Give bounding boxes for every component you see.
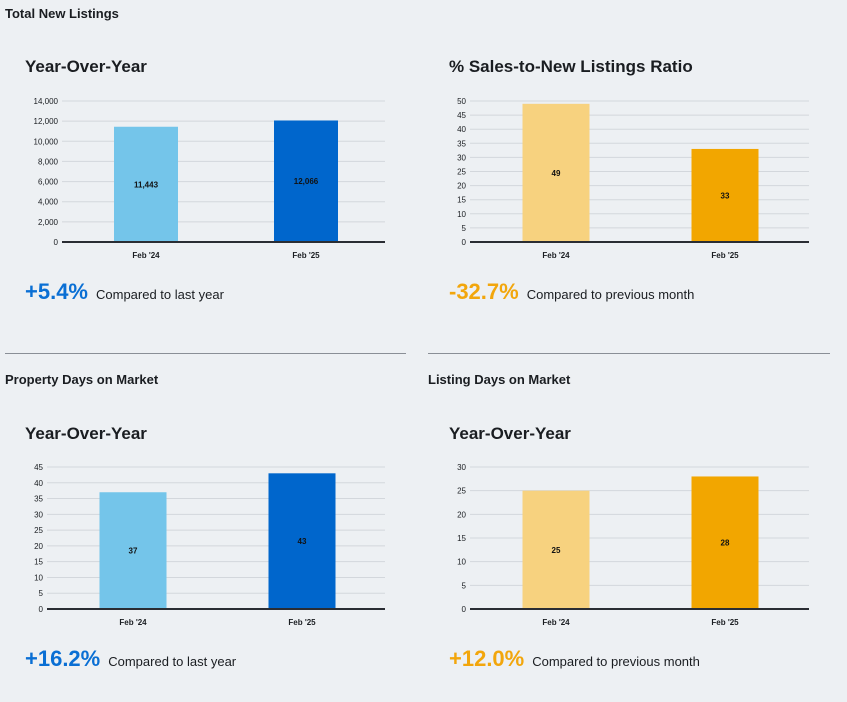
bar-value-label: 25	[552, 546, 561, 555]
x-tick-label: Feb '25	[711, 251, 739, 260]
y-tick-label: 35	[457, 139, 466, 148]
divider	[428, 353, 830, 354]
y-tick-label: 4,000	[38, 198, 59, 207]
y-tick-label: 30	[457, 153, 466, 162]
bar	[268, 473, 336, 609]
bar-value-label: 28	[721, 539, 730, 548]
y-tick-label: 2,000	[38, 218, 59, 227]
bar	[522, 490, 590, 609]
x-tick-label: Feb '25	[711, 618, 739, 627]
stat-caption: Compared to last year	[108, 654, 237, 669]
y-tick-label: 6,000	[38, 178, 59, 187]
bar	[691, 148, 759, 242]
y-tick-label: 10	[457, 210, 466, 219]
y-tick-label: 0	[39, 605, 44, 614]
y-tick-label: 10	[34, 573, 43, 582]
y-tick-label: 14,000	[34, 97, 59, 106]
bar-value-label: 49	[552, 169, 561, 178]
y-tick-label: 12,000	[34, 117, 59, 126]
chart-title-listing-days-yoy: Year-Over-Year	[449, 424, 571, 443]
y-tick-label: 30	[34, 510, 43, 519]
section-title-listing-days-on-market: Listing Days on Market	[428, 372, 571, 387]
bar-value-label: 43	[298, 537, 307, 546]
x-tick-label: Feb '24	[132, 251, 160, 260]
y-tick-label: 15	[457, 534, 466, 543]
bar-value-label: 12,066	[294, 177, 319, 186]
y-tick-label: 45	[34, 463, 43, 472]
stat-sales-to-new-listings: -32.7% Compared to previous month	[449, 279, 694, 305]
y-tick-label: 5	[462, 224, 467, 233]
stat-caption: Compared to previous month	[532, 654, 700, 669]
y-tick-label: 35	[34, 495, 43, 504]
bar	[114, 126, 178, 242]
y-tick-label: 0	[54, 238, 59, 247]
stat-value: +12.0%	[449, 646, 525, 671]
stat-listing-days: +12.0% Compared to previous month	[449, 646, 700, 672]
x-tick-label: Feb '24	[119, 618, 147, 627]
y-tick-label: 15	[34, 558, 43, 567]
stat-value: +5.4%	[25, 279, 88, 304]
y-tick-label: 30	[457, 463, 466, 472]
bar-value-label: 33	[721, 191, 730, 200]
x-tick-label: Feb '24	[542, 618, 570, 627]
stat-property-days: +16.2% Compared to last year	[25, 646, 236, 672]
stat-caption: Compared to last year	[96, 287, 224, 302]
y-tick-label: 10,000	[34, 137, 59, 146]
bar-value-label: 37	[129, 547, 138, 556]
chart-title-new-listings-yoy: Year-Over-Year	[25, 57, 147, 76]
section-title-property-days-on-market: Property Days on Market	[5, 372, 159, 387]
y-tick-label: 40	[34, 479, 43, 488]
stat-value: -32.7%	[449, 279, 519, 304]
y-tick-label: 50	[457, 97, 466, 106]
y-tick-label: 25	[457, 168, 466, 177]
bar	[99, 492, 167, 609]
y-tick-label: 25	[34, 526, 43, 535]
x-tick-label: Feb '25	[288, 618, 316, 627]
y-tick-label: 40	[457, 125, 466, 134]
y-tick-label: 20	[34, 542, 43, 551]
stat-new-listings: +5.4% Compared to last year	[25, 279, 224, 305]
y-tick-label: 20	[457, 510, 466, 519]
y-tick-label: 8,000	[38, 157, 59, 166]
y-tick-label: 10	[457, 558, 466, 567]
x-tick-label: Feb '24	[542, 251, 570, 260]
divider	[5, 353, 406, 354]
y-tick-label: 0	[462, 605, 467, 614]
bar	[691, 476, 759, 609]
y-tick-label: 5	[462, 581, 467, 590]
chart-title-property-days-yoy: Year-Over-Year	[25, 424, 147, 443]
y-tick-label: 20	[457, 182, 466, 191]
bar	[522, 103, 590, 242]
y-tick-label: 45	[457, 111, 466, 120]
chart-title-sales-to-new-listings-ratio: % Sales-to-New Listings Ratio	[449, 57, 693, 76]
stat-caption: Compared to previous month	[526, 287, 695, 302]
section-title-total-new-listings: Total New Listings	[5, 6, 119, 21]
x-tick-label: Feb '25	[292, 251, 320, 260]
y-tick-label: 25	[457, 487, 466, 496]
stat-value: +16.2%	[25, 646, 101, 671]
y-tick-label: 15	[457, 196, 466, 205]
bar-value-label: 11,443	[134, 180, 159, 189]
y-tick-label: 0	[462, 238, 467, 247]
bar	[274, 120, 338, 242]
y-tick-label: 5	[39, 589, 44, 598]
